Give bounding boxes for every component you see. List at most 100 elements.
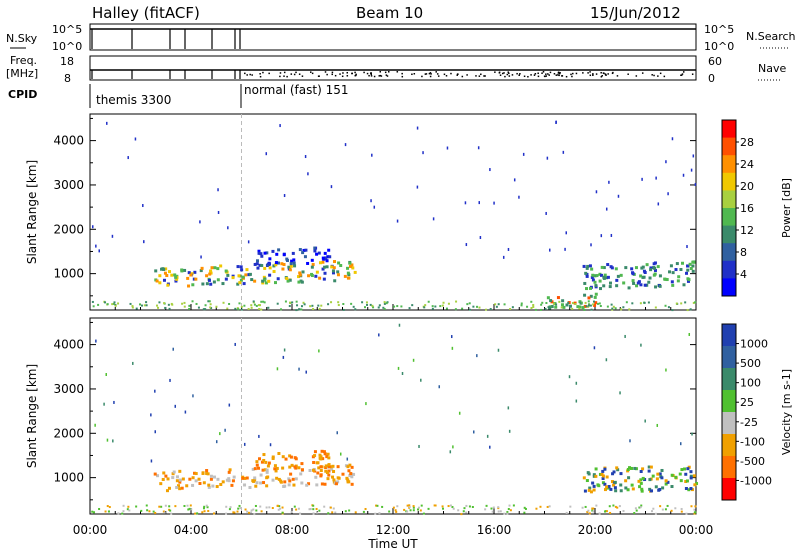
power-data-cell [212,280,216,284]
velocity-ground-cell [93,511,96,514]
velocity-ground-cell [225,512,228,515]
power-data-cell [236,265,240,269]
power-ground-cell [129,302,132,305]
nave-point [537,72,539,75]
power-data-cell [641,265,645,269]
power-data-cell [665,278,669,282]
velocity-ground-cell [457,509,460,512]
velocity-data-cell [683,467,687,471]
velocity-data-cell [592,488,596,492]
velocity-ground-cell [670,509,673,512]
velocity-data-cell [597,484,601,488]
velocity-colorbar-tick-label: -25 [740,416,758,429]
power-ground-cell [540,308,543,311]
velocity-ground-cell [152,510,155,513]
power-data-cell [189,273,193,277]
velocity-data-cell [633,466,637,470]
velocity-ground-cell [419,509,422,512]
power-ground-cell [267,306,270,309]
power-data-cell [258,263,262,267]
velocity-ground-cell [107,510,110,513]
velocity-ground-cell [378,512,381,515]
velocity-data-cell [262,481,266,485]
power-data-cell [221,282,225,286]
power-data-cell [253,262,257,266]
velocity-ground-cell [591,509,594,512]
velocity-data-cell [647,465,651,469]
power-data-cell [565,303,569,307]
velocity-data-cell [288,454,292,458]
velocity-noise-cell [656,423,659,427]
velocity-ground-cell [236,510,239,513]
power-ground-cell [262,300,265,303]
power-noise-cell [692,154,695,158]
power-ground-cell [599,305,602,308]
power-ground-cell [330,301,333,304]
power-colorbar-label: Power [dB] [780,178,793,238]
nave-point [682,71,685,73]
velocity-colorbar-segment [722,434,736,457]
power-ground-cell [431,305,434,308]
velocity-ground-cell [535,507,538,510]
nave-point [555,74,558,76]
velocity-noise-cell [150,413,152,417]
nave-point [557,74,559,76]
power-ground-cell [255,304,258,307]
power-data-cell [639,274,643,278]
power-noise-cell [641,177,643,181]
nave-point [443,73,446,76]
velocity-data-cell [349,472,353,476]
power-ground-cell [250,304,253,307]
power-ground-cell [563,306,566,309]
velocity-noise-cell [644,419,646,423]
power-data-cell [290,259,294,263]
velocity-data-cell [228,468,232,472]
power-data-cell [332,266,336,270]
velocity-data-cell [327,465,331,469]
velocity-ground-cell [260,510,263,513]
power-data-cell [602,266,606,270]
velocity-ground-cell [376,504,379,507]
power-ground-cell [164,306,167,309]
nave-point [283,75,285,77]
velocity-ground-cell [449,504,452,507]
power-ground-cell [263,301,266,304]
power-data-cell [602,284,606,288]
velocity-ground-cell [651,510,654,513]
power-data-cell [301,270,305,274]
velocity-data-cell [161,477,165,481]
velocity-noise-cell [486,434,489,438]
velocity-noise-cell [269,443,272,447]
power-ground-cell [302,301,305,304]
velocity-ground-cell [194,512,197,515]
velocity-data-cell [605,475,609,479]
velocity-colorbar-segment [722,478,736,501]
nave-point [385,74,388,76]
velocity-data-cell [290,463,294,467]
velocity-data-cell [610,480,614,484]
power-data-cell [586,264,590,268]
velocity-ground-cell [170,512,173,515]
power-data-cell [187,271,191,275]
nave-point [379,71,382,73]
power-colorbar-segment [722,225,736,244]
velocity-data-cell [350,482,354,486]
velocity-ground-cell [661,508,664,511]
velocity-ground-cell [279,507,282,510]
velocity-data-cell [265,470,269,474]
power-data-cell [691,264,695,268]
velocity-ground-cell [674,507,677,510]
power-ground-cell [589,304,592,307]
velocity-data-cell [227,477,231,481]
power-data-cell [688,262,692,266]
velocity-data-cell [592,474,596,478]
velocity-data-cell [627,476,631,480]
velocity-data-cell [648,478,652,482]
power-data-cell [237,274,241,278]
power-data-cell [591,278,595,282]
velocity-colorbar-segment [722,390,736,413]
power-data-cell [653,261,657,265]
velocity-ground-cell [122,504,125,507]
power-data-cell [272,270,276,274]
power-data-cell [162,278,166,282]
